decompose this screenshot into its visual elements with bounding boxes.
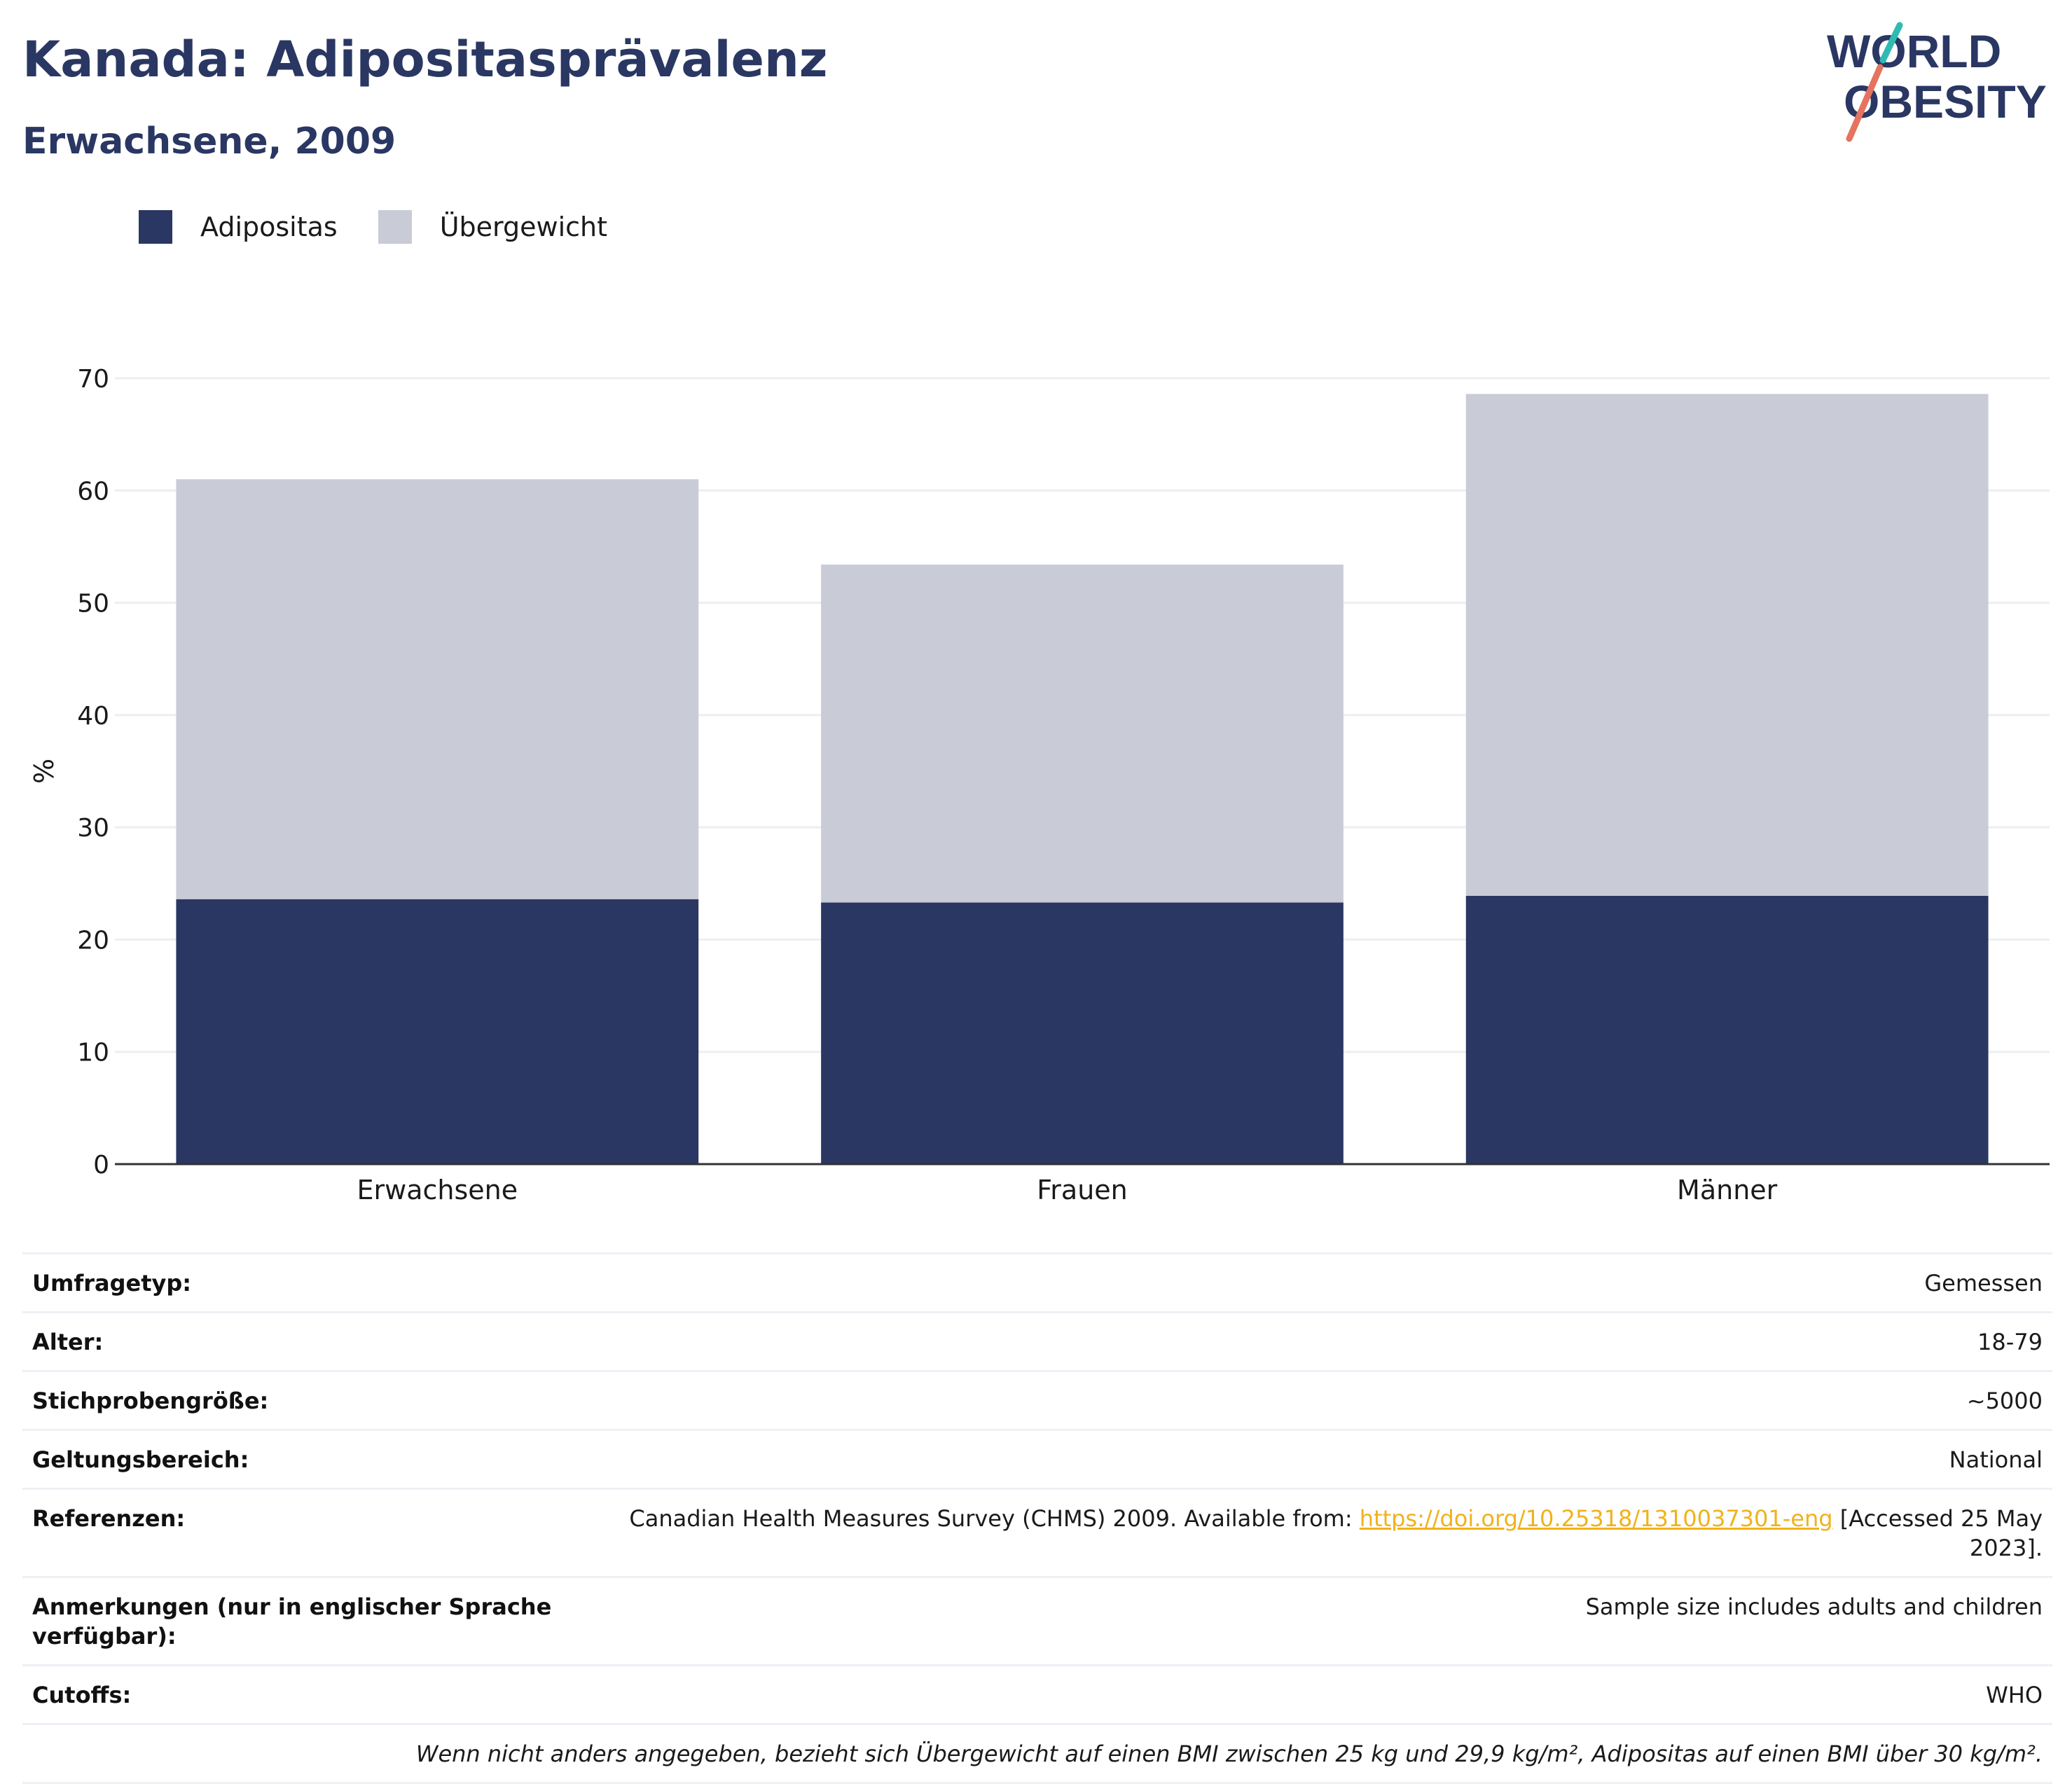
info-key: Geltungsbereich:	[32, 1446, 249, 1473]
info-row-footnote: Wenn nicht anders angegeben, bezieht sic…	[22, 1724, 2052, 1783]
legend-swatch-adipositas	[139, 210, 172, 244]
y-tick-label: 40	[77, 702, 109, 731]
info-row-sample-size: Stichprobengröße: ~5000	[22, 1371, 2052, 1430]
info-row-cutoffs: Cutoffs: WHO	[22, 1665, 2052, 1724]
bar[interactable]	[821, 902, 1344, 1164]
bar[interactable]	[1465, 895, 1989, 1164]
chart-title: Kanada: Adipositasprävalenz	[22, 31, 828, 88]
info-key: Cutoffs:	[32, 1682, 132, 1708]
y-tick-label: 70	[77, 365, 109, 394]
chart-legend: Adipositas Übergewicht	[139, 207, 648, 247]
legend-label-adipositas: Adipositas	[200, 212, 338, 242]
y-tick-label: 60	[77, 477, 109, 506]
info-table: Umfragetyp: Gemessen Alter: 18-79 Stichp…	[22, 1252, 2052, 1784]
info-key: Stichprobengröße:	[32, 1388, 269, 1414]
bar[interactable]	[821, 565, 1344, 903]
bar-chart: 0 10 20 30 40 50 60 70 Erwachsene Frauen Männer%	[0, 336, 2072, 1219]
x-tick-label: Erwachsene	[357, 1175, 518, 1205]
info-value: National	[1949, 1446, 2043, 1473]
bar[interactable]	[176, 479, 699, 899]
logo-line1: WORLD	[1827, 25, 2001, 77]
reference-link[interactable]: https://doi.org/10.25318/1310037301-eng	[1359, 1505, 1833, 1532]
info-row-survey-type: Umfragetyp: Gemessen	[22, 1253, 2052, 1313]
legend-item-adipositas[interactable]: Adipositas	[139, 210, 338, 244]
info-key: Anmerkungen (nur in englischer Sprache v…	[32, 1593, 552, 1650]
info-value: ~5000	[1966, 1388, 2043, 1414]
reference-text: Canadian Health Measures Survey (CHMS) 2…	[629, 1505, 1360, 1532]
info-key: Referenzen:	[32, 1505, 186, 1532]
info-row-scope: Geltungsbereich: National	[22, 1430, 2052, 1489]
logo-line2: OBESITY	[1844, 76, 2047, 127]
y-tick-label: 0	[93, 1151, 109, 1180]
world-obesity-logo: WORLD OBESITY	[1821, 18, 2059, 151]
legend-label-uebergewicht: Übergewicht	[439, 212, 607, 242]
reference-accessed: [Accessed 25 May 2023].	[1832, 1505, 2043, 1561]
legend-item-uebergewicht[interactable]: Übergewicht	[378, 210, 607, 244]
legend-swatch-uebergewicht	[378, 210, 412, 244]
info-value: Sample size includes adults and children	[1585, 1593, 2043, 1620]
bar-chart-svg: 0 10 20 30 40 50 60 70 Erwachsene Frauen Männer%	[29, 365, 2050, 1205]
info-value: Gemessen	[1924, 1270, 2043, 1296]
info-value: Canadian Health Measures Survey (CHMS) 2…	[574, 1489, 2052, 1577]
info-value: 18-79	[1977, 1329, 2043, 1355]
chart-subtitle: Erwachsene, 2009	[22, 120, 396, 163]
info-row-notes: Anmerkungen (nur in englischer Sprache v…	[22, 1577, 2052, 1666]
info-row-references: Referenzen: Canadian Health Measures Sur…	[22, 1488, 2052, 1577]
y-tick-label: 50	[77, 590, 109, 618]
info-key: Alter:	[32, 1329, 104, 1355]
x-tick-label: Männer	[1677, 1175, 1778, 1205]
bar[interactable]	[1465, 394, 1989, 896]
info-value: WHO	[1986, 1682, 2043, 1708]
info-key: Umfragetyp:	[32, 1270, 192, 1296]
y-tick-label: 20	[77, 926, 109, 955]
info-row-age: Alter: 18-79	[22, 1312, 2052, 1371]
y-tick-label: 10	[77, 1039, 109, 1067]
bar[interactable]	[176, 899, 699, 1164]
x-tick-label: Frauen	[1037, 1175, 1128, 1205]
y-axis-label: %	[29, 759, 60, 784]
y-tick-label: 30	[77, 814, 109, 843]
footnote: Wenn nicht anders angegeben, bezieht sic…	[415, 1741, 2043, 1767]
